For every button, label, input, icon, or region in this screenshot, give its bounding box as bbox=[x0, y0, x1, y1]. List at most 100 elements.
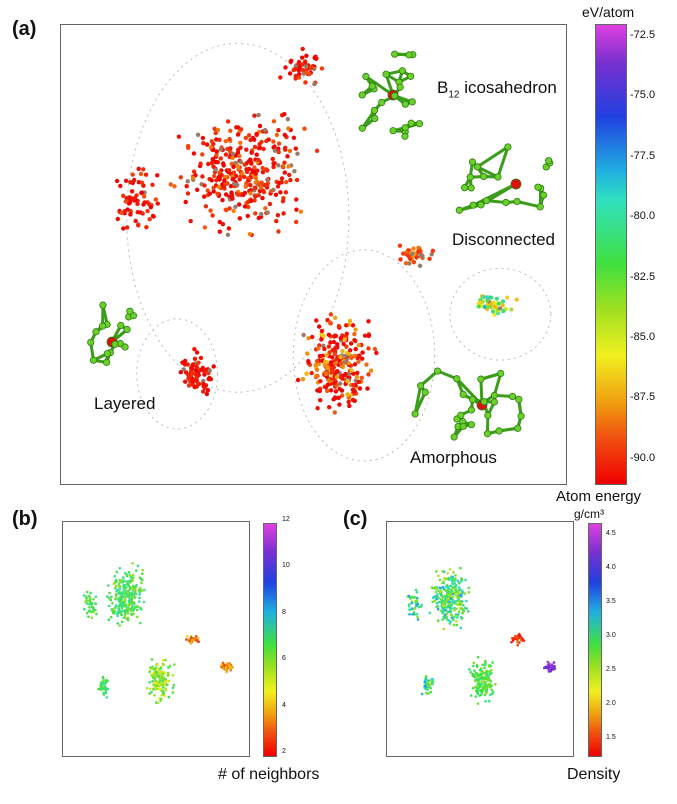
data-point bbox=[166, 671, 170, 675]
atom bbox=[111, 340, 119, 348]
data-point bbox=[107, 584, 110, 587]
data-point bbox=[285, 154, 290, 159]
data-point bbox=[113, 610, 117, 613]
data-point bbox=[125, 225, 130, 230]
data-point bbox=[352, 388, 357, 394]
data-point bbox=[270, 156, 275, 162]
data-point bbox=[128, 593, 132, 597]
data-point bbox=[132, 612, 135, 615]
data-point bbox=[220, 197, 225, 203]
data-point bbox=[451, 595, 455, 599]
data-point bbox=[462, 604, 465, 607]
data-point bbox=[338, 361, 344, 366]
colorbar-tick-label: 4 bbox=[282, 701, 286, 709]
data-point bbox=[202, 183, 207, 188]
data-point bbox=[329, 355, 335, 360]
data-point bbox=[348, 341, 354, 346]
data-point bbox=[325, 388, 330, 394]
data-point bbox=[196, 640, 200, 643]
cluster-label-disconnected: Disconnected bbox=[452, 230, 556, 249]
data-point bbox=[159, 666, 163, 670]
data-point bbox=[123, 178, 129, 183]
data-point bbox=[155, 173, 160, 178]
data-point bbox=[148, 687, 152, 691]
data-point bbox=[221, 661, 225, 665]
data-point bbox=[132, 576, 135, 580]
data-point bbox=[457, 581, 461, 585]
data-point bbox=[156, 674, 159, 677]
data-point bbox=[137, 600, 141, 603]
data-point bbox=[425, 691, 428, 695]
data-point bbox=[473, 669, 476, 672]
data-point bbox=[456, 616, 459, 619]
colorbar-tick-label: -80.0 bbox=[630, 210, 656, 223]
data-point bbox=[333, 333, 339, 339]
data-point bbox=[167, 666, 170, 669]
data-point bbox=[252, 144, 258, 150]
data-point bbox=[284, 179, 289, 185]
data-point bbox=[171, 686, 175, 690]
atom bbox=[98, 322, 107, 330]
data-point bbox=[356, 343, 361, 348]
data-point bbox=[226, 226, 232, 231]
data-point bbox=[183, 199, 188, 205]
data-point bbox=[330, 369, 336, 374]
data-point bbox=[132, 177, 137, 183]
data-point bbox=[127, 584, 131, 588]
data-point bbox=[439, 590, 442, 593]
bond bbox=[476, 165, 499, 179]
data-point bbox=[148, 205, 154, 210]
data-point bbox=[328, 312, 334, 317]
data-point bbox=[139, 180, 145, 185]
data-point bbox=[249, 150, 254, 155]
data-point bbox=[341, 341, 346, 347]
data-point bbox=[235, 163, 240, 169]
data-point bbox=[141, 167, 146, 172]
panel-c-label: (c) bbox=[343, 508, 368, 530]
data-point bbox=[458, 599, 462, 603]
atom bbox=[482, 197, 491, 205]
data-point bbox=[455, 623, 459, 627]
data-point bbox=[464, 578, 467, 582]
data-point bbox=[493, 305, 498, 310]
data-point bbox=[88, 606, 91, 609]
data-point bbox=[487, 684, 490, 687]
data-point bbox=[316, 346, 321, 351]
data-point bbox=[204, 391, 210, 397]
data-point bbox=[194, 350, 200, 355]
data-point bbox=[115, 589, 119, 592]
colorbar-tick-label: -77.5 bbox=[630, 149, 656, 162]
data-point bbox=[252, 137, 257, 142]
data-point bbox=[293, 76, 298, 81]
data-point bbox=[126, 612, 130, 615]
data-point bbox=[245, 213, 250, 219]
data-point bbox=[191, 151, 197, 156]
data-point bbox=[360, 356, 365, 361]
data-point bbox=[287, 148, 293, 154]
data-point bbox=[190, 362, 196, 367]
data-point bbox=[163, 677, 166, 681]
data-point bbox=[510, 640, 513, 644]
atom bbox=[466, 173, 474, 181]
data-point bbox=[87, 609, 91, 613]
atom bbox=[467, 184, 475, 192]
colorbar-tick-label: 12 bbox=[282, 516, 290, 523]
data-point bbox=[271, 164, 276, 170]
data-point bbox=[344, 344, 349, 349]
data-point bbox=[168, 182, 173, 187]
atom bbox=[536, 203, 544, 211]
atom bbox=[378, 98, 386, 107]
data-point bbox=[298, 209, 304, 214]
data-point bbox=[282, 170, 287, 175]
data-point bbox=[94, 595, 98, 598]
data-point bbox=[286, 126, 291, 131]
data-point bbox=[221, 161, 226, 166]
data-point bbox=[103, 682, 106, 685]
data-point bbox=[219, 172, 224, 178]
data-point bbox=[485, 295, 490, 300]
atom bbox=[515, 395, 523, 403]
data-point bbox=[296, 68, 301, 73]
data-point bbox=[129, 189, 135, 194]
data-point bbox=[268, 189, 274, 194]
data-point bbox=[372, 346, 378, 352]
